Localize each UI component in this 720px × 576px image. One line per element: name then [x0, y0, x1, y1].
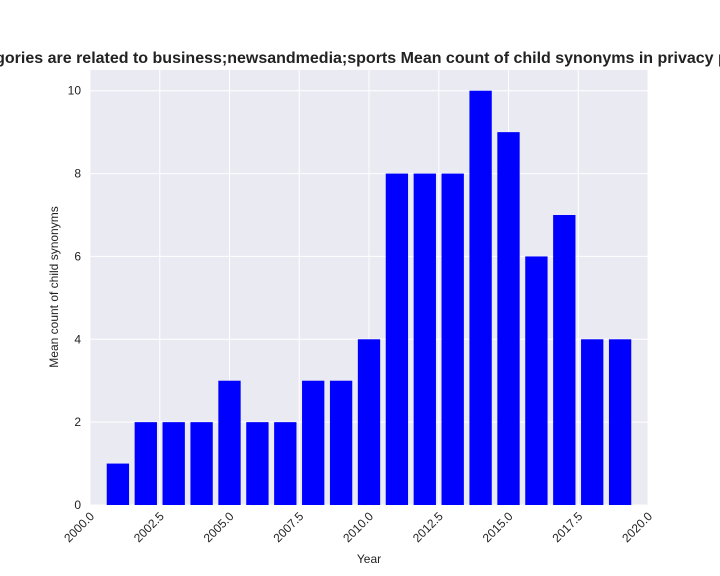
chart-title: Categories are related to business;newsa… [0, 50, 720, 67]
x-axis-label: Year [357, 552, 381, 566]
bar [441, 173, 464, 506]
x-tick-label: 2007.5 [271, 509, 307, 545]
y-tick-label: 4 [74, 332, 81, 346]
y-tick-label: 6 [74, 249, 81, 263]
y-tick-label: 0 [74, 498, 81, 512]
bar [385, 173, 409, 506]
bar [525, 256, 548, 505]
bar [246, 422, 269, 505]
x-tick-label: 2002.5 [131, 509, 167, 545]
x-tick-label: 2005.0 [201, 509, 237, 545]
bar [190, 422, 213, 505]
x-tick-label: 2010.0 [340, 509, 376, 545]
x-tick-label: 2000.0 [61, 509, 97, 545]
bar [218, 380, 241, 505]
bar [497, 132, 520, 505]
bar [134, 422, 157, 505]
bar [581, 339, 604, 505]
bar [329, 380, 353, 505]
y-tick-label: 2 [74, 415, 81, 429]
bar [274, 422, 297, 505]
bar [469, 90, 492, 505]
y-tick-label: 8 [74, 167, 81, 181]
x-tick-label: 2015.0 [480, 509, 516, 545]
bar [413, 173, 436, 506]
x-tick-label: 2020.0 [619, 509, 655, 545]
bar [162, 422, 185, 505]
bar [106, 463, 130, 505]
bars [106, 90, 632, 506]
bar [302, 380, 325, 505]
y-axis-ticks: 0 2 4 6 8 10 [68, 84, 82, 512]
x-axis-ticks: 2000.0 2002.5 2005.0 2007.5 2010.0 2012.5 2015… [61, 509, 655, 545]
x-tick-label: 2012.5 [410, 509, 446, 545]
bar [553, 215, 576, 505]
x-tick-label: 2017.5 [550, 509, 586, 545]
y-tick-label: 10 [68, 84, 82, 98]
bar [357, 339, 381, 505]
y-axis-label: Mean count of child synonyms [47, 206, 61, 367]
bar [608, 339, 632, 505]
